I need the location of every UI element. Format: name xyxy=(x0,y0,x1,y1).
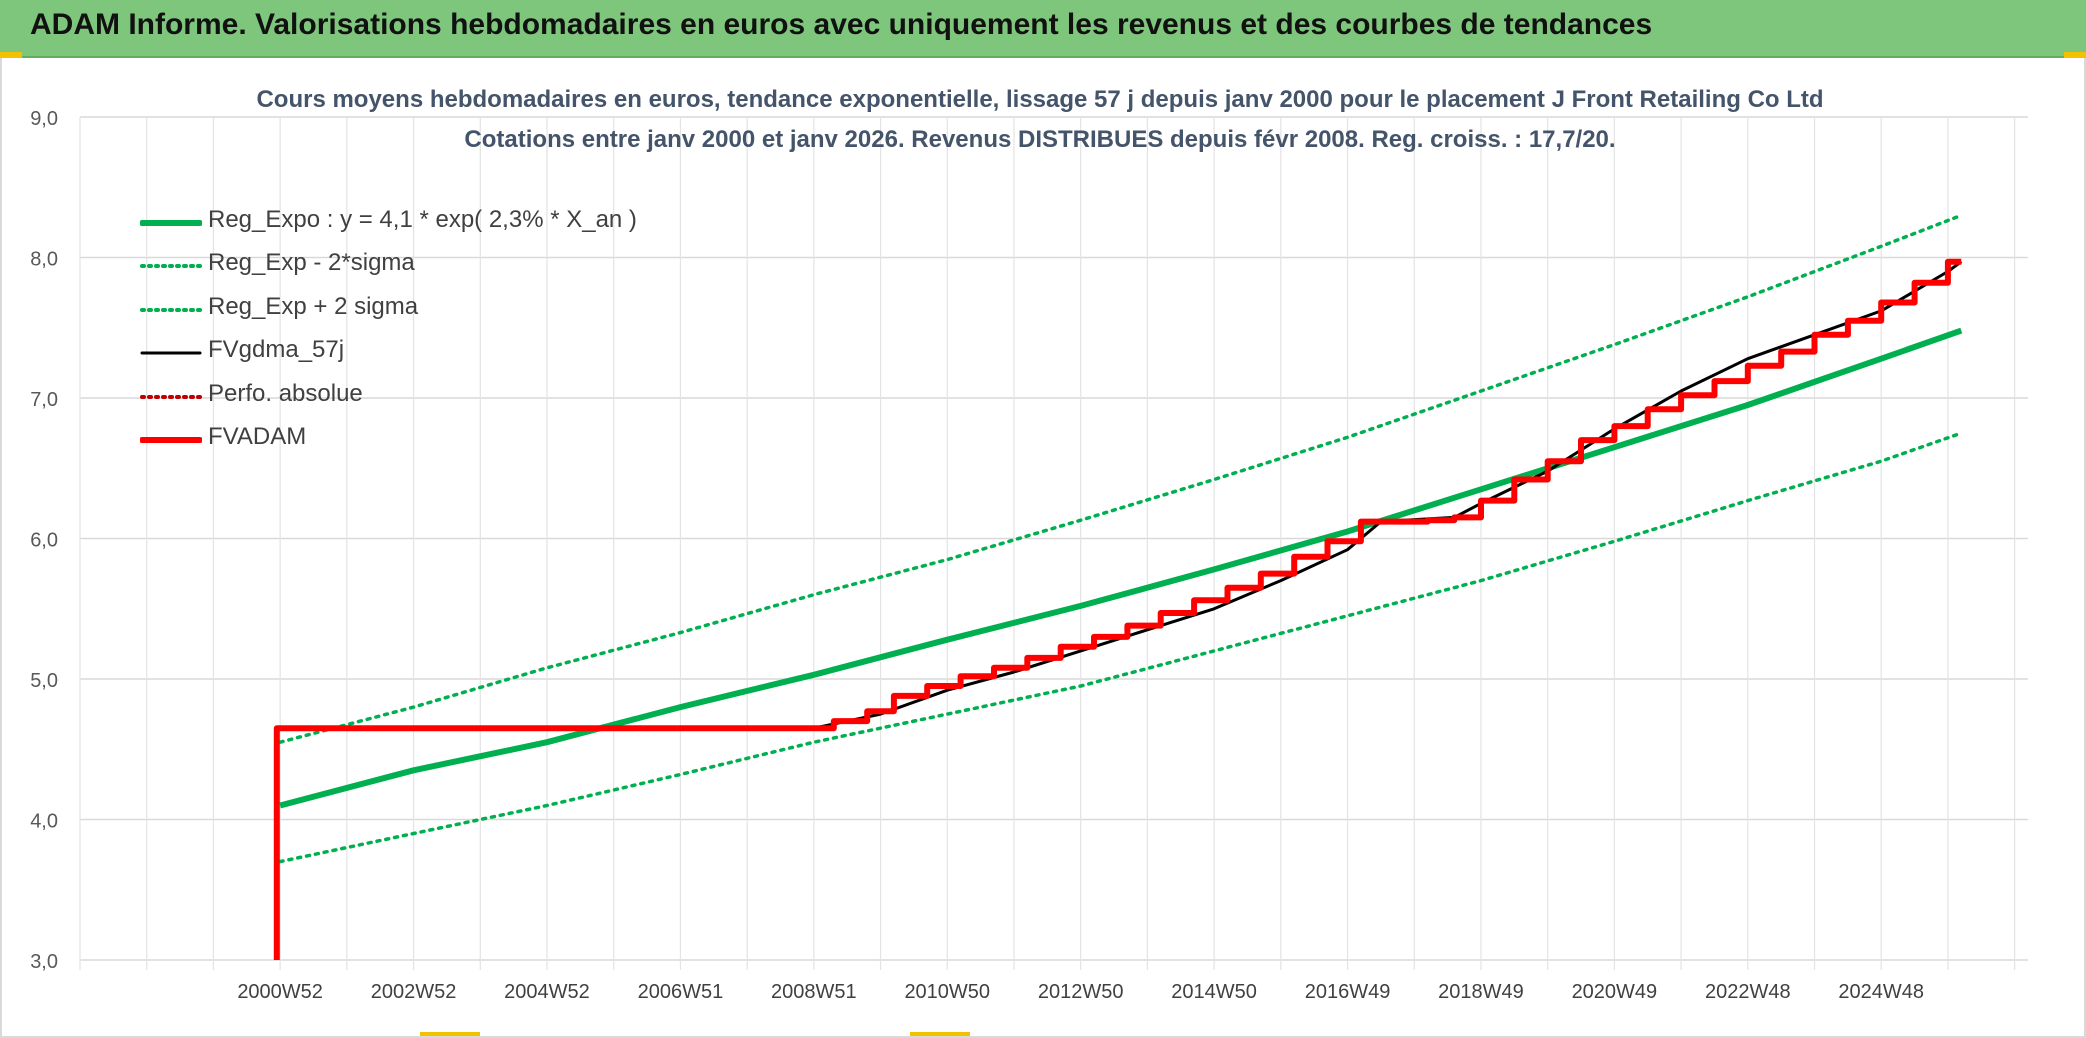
x-tick-label: 2002W52 xyxy=(371,981,457,1003)
legend-item: FVgdma_57j xyxy=(140,329,637,373)
legend-swatch xyxy=(139,432,203,444)
legend-swatch xyxy=(140,345,202,355)
x-tick-label: 2024W48 xyxy=(1838,981,1924,1003)
legend-item: Perfo. absolue xyxy=(140,372,637,416)
footer-mark xyxy=(420,1032,480,1036)
x-tick-label: 2006W51 xyxy=(638,981,724,1003)
y-tick-label: 9,0 xyxy=(30,108,58,130)
chart-frame xyxy=(0,58,2086,1038)
legend-label: Reg_Exp + 2 sigma xyxy=(208,292,419,320)
legend-label: FVgdma_57j xyxy=(208,336,345,364)
legend-item: FVADAM xyxy=(139,416,637,460)
legend-item: Reg_Exp + 2 sigma xyxy=(140,285,637,329)
legend-label: Reg_Expo : y = 4,1 * exp( 2,3% * X_an ) xyxy=(208,205,637,233)
legend-swatch xyxy=(140,389,202,399)
corner-mark-right xyxy=(2064,52,2086,58)
x-tick-label: 2000W52 xyxy=(237,981,323,1003)
chart-legend: Reg_Expo : y = 4,1 * exp( 2,3% * X_an ) R… xyxy=(139,198,637,460)
y-tick-label: 4,0 xyxy=(30,811,58,833)
corner-mark-left xyxy=(0,52,22,58)
x-tick-label: 2022W48 xyxy=(1705,981,1791,1003)
series-line xyxy=(279,327,1963,809)
y-tick-label: 7,0 xyxy=(30,389,58,411)
legend-item: Reg_Expo : y = 4,1 * exp( 2,3% * X_an ) xyxy=(139,198,637,242)
legend-swatch xyxy=(139,215,203,226)
y-tick-label: 8,0 xyxy=(30,249,58,271)
series-line xyxy=(278,431,1964,864)
x-tick-label: 2014W50 xyxy=(1171,981,1257,1003)
footer-mark xyxy=(910,1032,970,1036)
chart-subtitle: Cotations entre janv 2000 et janv 2026. … xyxy=(464,126,1616,153)
y-tick-label: 3,0 xyxy=(30,951,58,973)
y-tick-label: 6,0 xyxy=(30,530,58,552)
x-tick-label: 2018W49 xyxy=(1438,981,1524,1003)
x-tick-label: 2016W49 xyxy=(1305,981,1391,1003)
legend-swatch xyxy=(140,258,202,269)
y-tick-label: 5,0 xyxy=(30,670,58,692)
series-line xyxy=(278,213,1964,744)
legend-swatch xyxy=(140,302,202,312)
report-title: ADAM Informe. Valorisations hebdomadaire… xyxy=(30,8,1653,41)
x-tick-label: 2020W49 xyxy=(1572,981,1658,1003)
x-tick-label: 2012W50 xyxy=(1038,981,1124,1003)
report-banner: ADAM Informe. Valorisations hebdomadaire… xyxy=(0,0,2086,58)
legend-label: Perfo. absolue xyxy=(208,379,363,407)
chart-title: Cours moyens hebdomadaires en euros, ten… xyxy=(256,86,1824,113)
x-tick-label: 2008W51 xyxy=(771,981,857,1003)
x-tick-label: 2010W50 xyxy=(904,981,990,1003)
legend-item: Reg_Exp - 2*sigma xyxy=(140,242,637,286)
x-tick-label: 2004W52 xyxy=(504,981,590,1003)
series-line xyxy=(273,258,1962,960)
legend-label: Reg_Exp - 2*sigma xyxy=(208,249,415,277)
legend-label: FVADAM xyxy=(208,423,307,451)
